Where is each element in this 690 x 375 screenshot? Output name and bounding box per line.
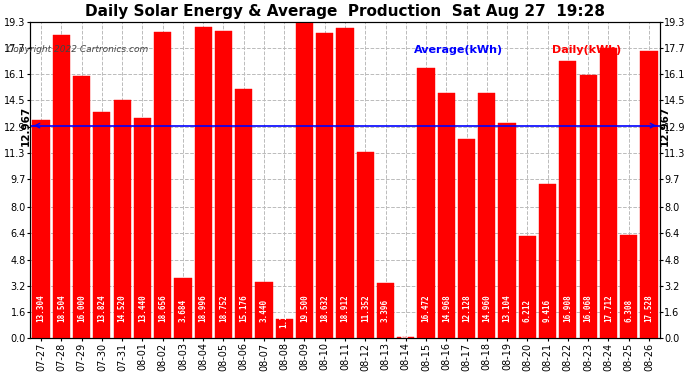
Bar (600, 48, 617, 338)
Text: 0.096: 0.096 (402, 314, 411, 338)
Text: 9.416: 9.416 (543, 299, 552, 322)
Text: 16.472: 16.472 (422, 294, 431, 322)
Text: 14.960: 14.960 (482, 294, 491, 322)
Text: 13.304: 13.304 (37, 294, 46, 322)
Text: 13.824: 13.824 (97, 294, 106, 322)
Text: 17.528: 17.528 (644, 294, 653, 322)
Text: Average(kWh): Average(kWh) (414, 45, 503, 55)
Text: 16.908: 16.908 (563, 294, 573, 322)
Bar (175, 278, 192, 338)
Bar (255, 282, 273, 338)
Bar (215, 31, 232, 338)
Bar (93, 111, 110, 338)
Bar (620, 235, 638, 338)
Text: 17.712: 17.712 (604, 294, 613, 322)
Bar (539, 184, 556, 338)
Text: 1.196: 1.196 (279, 305, 288, 328)
Text: 14.968: 14.968 (442, 294, 451, 322)
Text: 16.000: 16.000 (77, 294, 86, 322)
Bar (52, 35, 70, 338)
Bar (417, 68, 435, 338)
Text: 18.752: 18.752 (219, 294, 228, 322)
Text: 18.996: 18.996 (199, 294, 208, 322)
Text: 13.104: 13.104 (502, 294, 511, 322)
Text: 15.176: 15.176 (239, 294, 248, 322)
Text: 12.128: 12.128 (462, 294, 471, 322)
Text: 6.308: 6.308 (624, 299, 633, 322)
Text: 6.212: 6.212 (523, 299, 532, 322)
Text: Daily(kWh): Daily(kWh) (552, 45, 621, 55)
Bar (337, 28, 353, 338)
Bar (498, 123, 515, 338)
Bar (357, 152, 374, 338)
Text: 13.440: 13.440 (138, 294, 147, 322)
Bar (154, 32, 171, 338)
Text: 3.684: 3.684 (179, 299, 188, 322)
Title: Daily Solar Energy & Average  Production  Sat Aug 27  19:28: Daily Solar Energy & Average Production … (85, 4, 605, 19)
Text: 18.912: 18.912 (340, 294, 350, 322)
Text: 19.500: 19.500 (300, 294, 309, 322)
Bar (458, 140, 475, 338)
Bar (640, 51, 658, 338)
Text: 12.967: 12.967 (660, 105, 670, 146)
Text: Copyright 2022 Cartronics.com: Copyright 2022 Cartronics.com (7, 45, 148, 54)
Bar (397, 337, 415, 338)
Bar (195, 27, 212, 338)
Bar (73, 76, 90, 338)
Text: 16.068: 16.068 (584, 294, 593, 322)
Text: 18.504: 18.504 (57, 294, 66, 322)
Text: 3.440: 3.440 (259, 299, 268, 322)
Bar (316, 33, 333, 338)
Bar (296, 18, 313, 338)
Text: 3.396: 3.396 (381, 299, 390, 322)
Bar (377, 283, 394, 338)
Bar (114, 100, 130, 338)
Bar (560, 61, 576, 338)
Bar (235, 89, 253, 338)
Text: 11.352: 11.352 (361, 294, 370, 322)
Bar (580, 75, 597, 338)
Bar (437, 93, 455, 338)
Bar (478, 93, 495, 338)
Text: 12.967: 12.967 (21, 105, 31, 146)
Bar (134, 118, 151, 338)
Text: 14.520: 14.520 (117, 294, 127, 322)
Bar (275, 319, 293, 338)
Bar (32, 120, 50, 338)
Text: 18.632: 18.632 (320, 294, 329, 322)
Text: 18.656: 18.656 (158, 294, 167, 322)
Bar (519, 236, 536, 338)
